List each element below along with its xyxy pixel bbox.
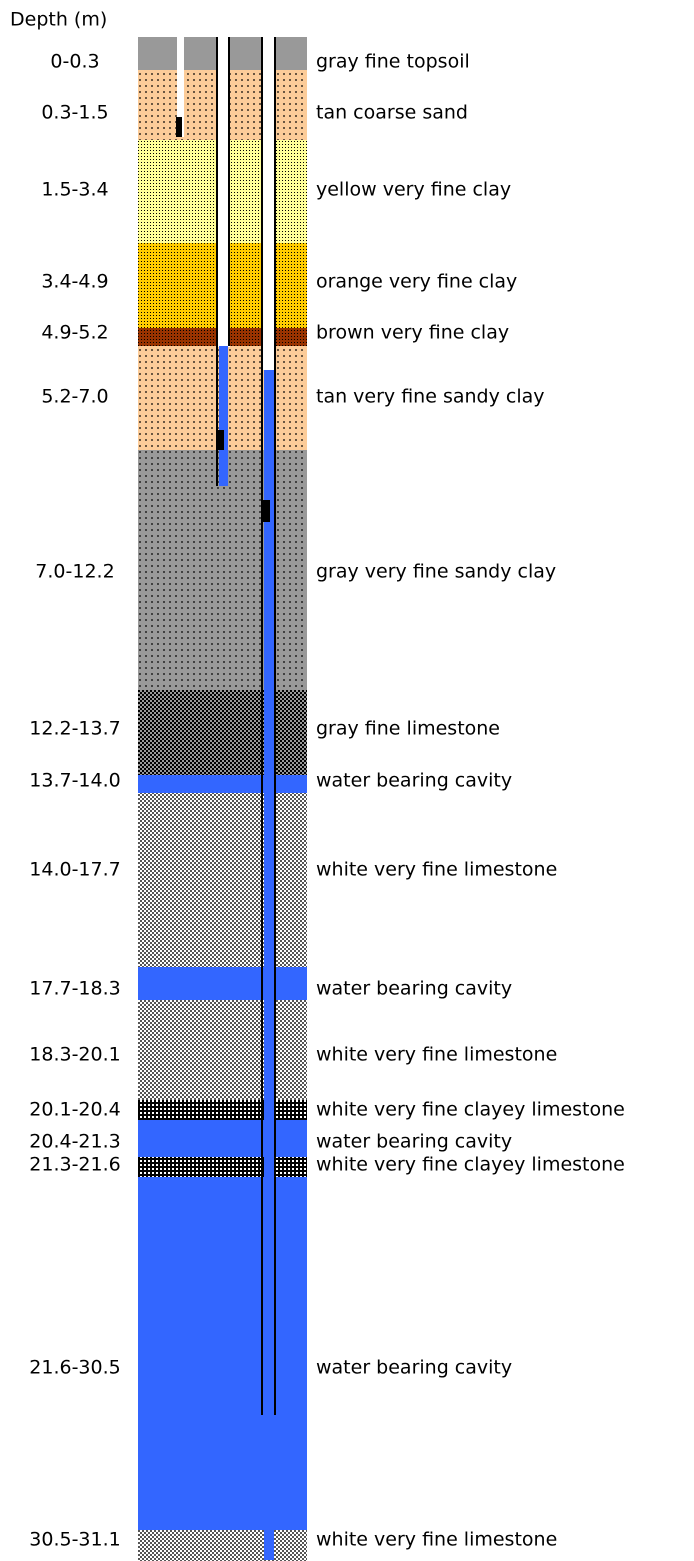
depth-label: 13.7-14.0 <box>29 770 120 792</box>
layer-band <box>138 775 307 793</box>
layer-description: water bearing cavity <box>316 770 512 792</box>
layer-description: white very fine clayey limestone <box>316 1154 625 1176</box>
well-water <box>264 370 274 1560</box>
well-screen <box>263 500 270 522</box>
layer-description: water bearing cavity <box>316 1131 512 1153</box>
layer-band <box>138 1120 307 1157</box>
layer-description: water bearing cavity <box>316 1357 512 1379</box>
depth-label: 3.4-4.9 <box>41 271 108 293</box>
layer-band <box>138 1000 307 1100</box>
layer-description: white very fine limestone <box>316 1529 557 1551</box>
layer-description: orange very fine clay <box>316 271 517 293</box>
layer-description: white very fine clayey limestone <box>316 1099 625 1121</box>
depth-label: 21.3-21.6 <box>29 1154 120 1176</box>
layer-band <box>138 1530 307 1561</box>
wells <box>176 37 276 1560</box>
depth-label: 5.2-7.0 <box>41 386 108 408</box>
layer-description: gray very fine sandy clay <box>316 561 556 583</box>
layer-band <box>138 967 307 1000</box>
well-screen <box>218 430 224 450</box>
layer-band <box>138 1177 307 1530</box>
depth-label: 30.5-31.1 <box>29 1529 120 1551</box>
layer-description: gray fine topsoil <box>316 51 470 73</box>
depth-label: 17.7-18.3 <box>29 978 120 1000</box>
well-bore <box>216 37 230 347</box>
layer-description: tan coarse sand <box>316 102 468 124</box>
depth-label: 7.0-12.2 <box>35 561 114 583</box>
layer-pattern <box>138 450 307 690</box>
depth-label: 12.2-13.7 <box>29 718 120 740</box>
depth-label: 4.9-5.2 <box>41 322 108 344</box>
layer-description: gray fine limestone <box>316 718 500 740</box>
depth-label: 20.4-21.3 <box>29 1131 120 1153</box>
well-water <box>219 346 228 486</box>
layer-description: white very fine limestone <box>316 859 557 881</box>
depth-label: 18.3-20.1 <box>29 1044 120 1066</box>
well-screen <box>176 117 182 137</box>
layer-description: brown very fine clay <box>316 322 509 344</box>
layers: 0-0.3 gray fine topsoil 0.3-1.5 tan coarse … <box>29 37 625 1561</box>
layer-band <box>138 1100 307 1120</box>
layer-description: yellow very fine clay <box>316 179 511 201</box>
layer-band <box>138 690 307 775</box>
depth-label: 14.0-17.7 <box>29 859 120 881</box>
well-bore <box>262 37 276 370</box>
depth-header: Depth (m) <box>10 9 107 31</box>
layer-band <box>138 793 307 967</box>
depth-label: 1.5-3.4 <box>41 179 108 201</box>
depth-label: 21.6-30.5 <box>29 1357 120 1379</box>
depth-label: 20.1-20.4 <box>29 1099 120 1121</box>
depth-label: 0.3-1.5 <box>41 102 108 124</box>
depth-label: 0-0.3 <box>50 51 99 73</box>
layer-description: tan very fine sandy clay <box>316 386 544 408</box>
layer-description: water bearing cavity <box>316 978 512 1000</box>
layer-band <box>138 1157 307 1177</box>
layer-description: white very fine limestone <box>316 1044 557 1066</box>
well-bore <box>177 37 184 137</box>
